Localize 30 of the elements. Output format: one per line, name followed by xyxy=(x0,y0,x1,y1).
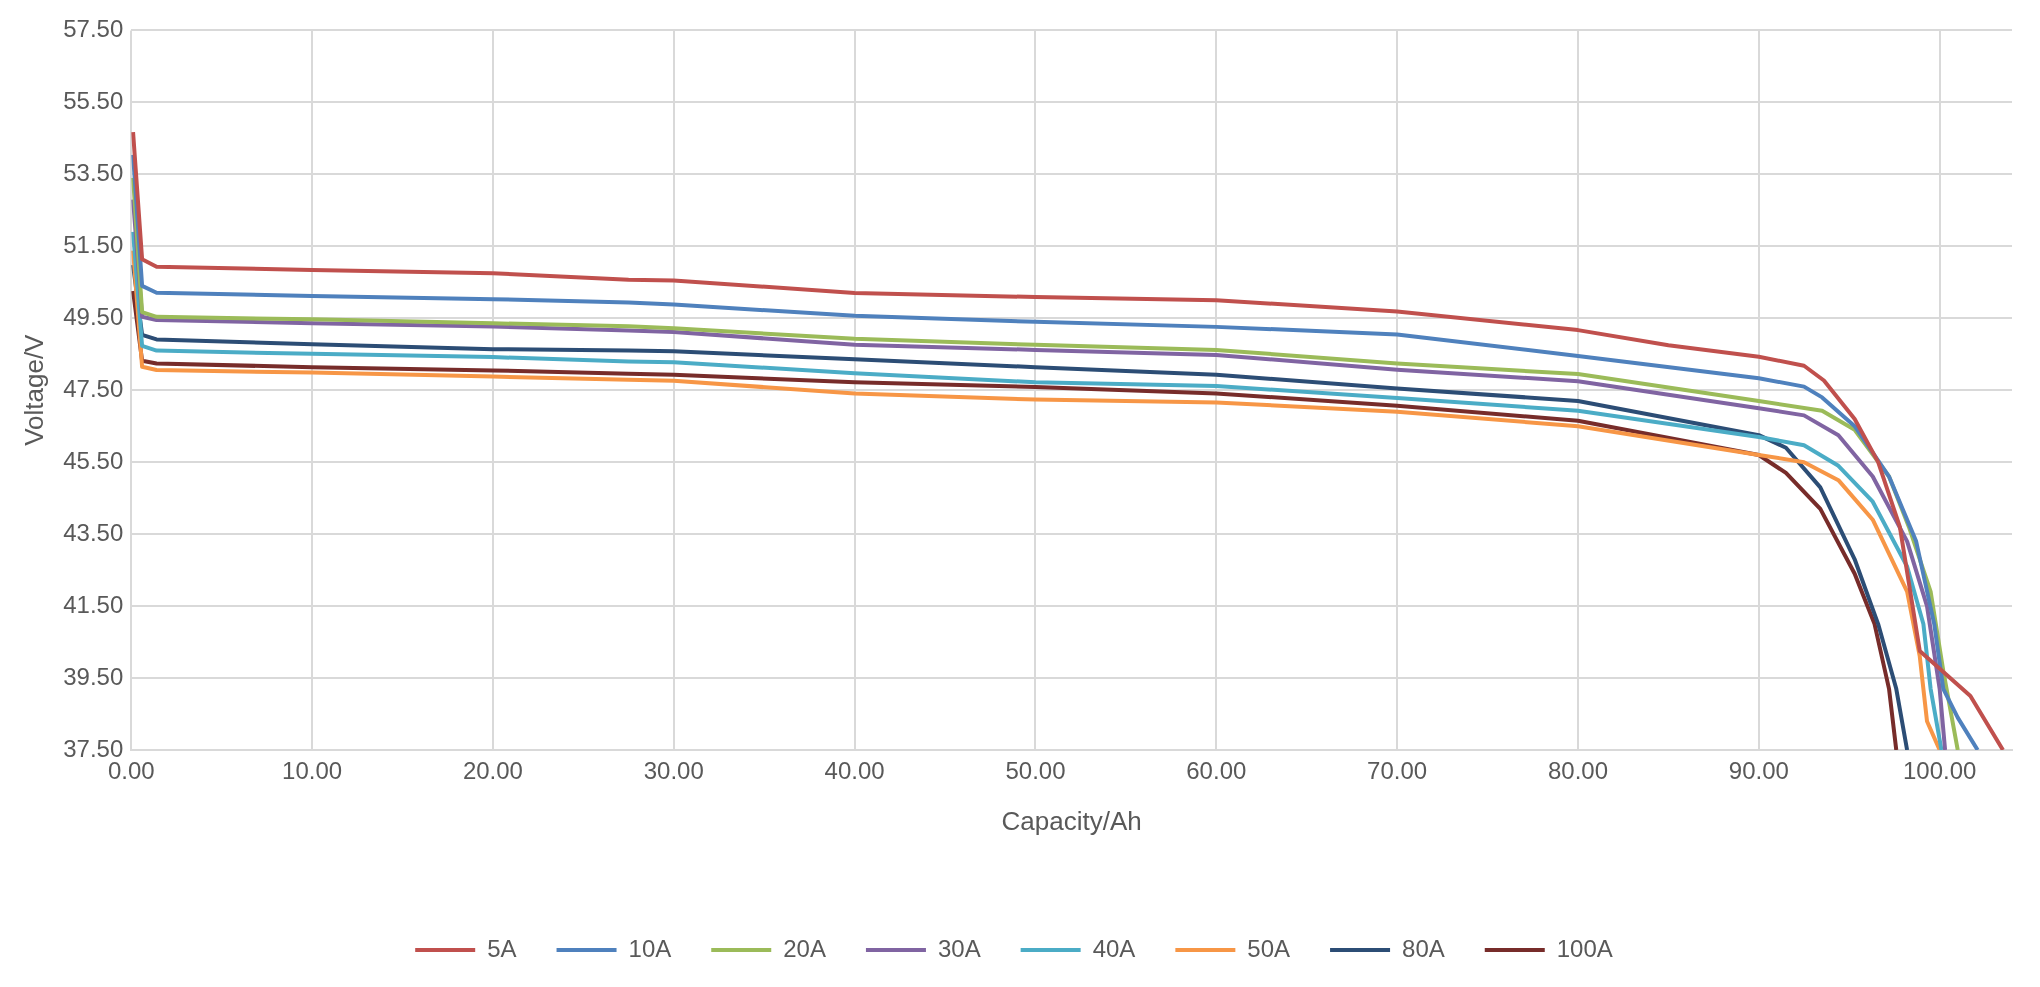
x-tick-label: 70.00 xyxy=(1367,757,1428,785)
y-tick-label: 51.50 xyxy=(63,230,124,258)
y-tick-label: 39.50 xyxy=(63,662,124,690)
x-tick-label: 10.00 xyxy=(282,757,343,785)
x-tick-label: 100.00 xyxy=(1902,757,1977,785)
y-tick-label: 57.50 xyxy=(63,15,124,43)
legend-label: 20A xyxy=(783,934,826,962)
legend-label: 50A xyxy=(1247,934,1291,962)
legend-label: 10A xyxy=(628,934,672,962)
y-tick-label: 43.50 xyxy=(63,518,124,546)
x-tick-label: 80.00 xyxy=(1547,757,1609,785)
y-tick-label: 45.50 xyxy=(63,446,124,474)
x-tick-label: 20.00 xyxy=(462,757,523,785)
y-axis-title: Voltage/V xyxy=(18,333,49,446)
legend-label: 30A xyxy=(937,934,981,962)
x-tick-label: 30.00 xyxy=(643,757,704,785)
y-tick-label: 49.50 xyxy=(63,302,124,330)
x-tick-label: 40.00 xyxy=(824,757,885,785)
x-tick-label: 90.00 xyxy=(1728,757,1789,785)
legend-label: 100A xyxy=(1556,934,1613,962)
legend-label: 80A xyxy=(1402,934,1445,962)
x-axis-title: Capacity/Ah xyxy=(1001,805,1142,836)
y-tick-label: 53.50 xyxy=(63,158,124,186)
y-tick-label: 41.50 xyxy=(63,590,124,618)
y-tick-label: 55.50 xyxy=(63,86,124,114)
x-tick-label: 50.00 xyxy=(1005,757,1066,785)
legend-label: 5A xyxy=(487,934,517,962)
legend-label: 40A xyxy=(1092,934,1136,962)
y-tick-label: 47.50 xyxy=(63,374,124,402)
x-tick-label: 60.00 xyxy=(1186,757,1247,785)
